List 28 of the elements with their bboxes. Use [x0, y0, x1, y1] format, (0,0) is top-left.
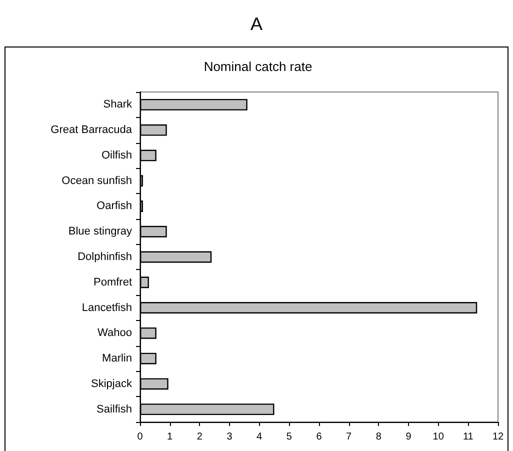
- y-tick-label: Oarfish: [96, 200, 132, 212]
- x-tick-label: 2: [196, 432, 203, 442]
- x-tick-label: 4: [256, 432, 263, 442]
- chart-subtitle: Nominal catch rate: [204, 59, 312, 74]
- x-tick-label: 11: [462, 432, 474, 442]
- y-tick-label: Sailfish: [96, 403, 132, 416]
- y-tick-label: Lancetfish: [82, 302, 132, 314]
- x-tick-label: 5: [286, 432, 292, 442]
- y-tick-label: Pomfret: [93, 276, 132, 288]
- x-tick-label: 7: [346, 432, 352, 442]
- y-tick-label: Ocean sunfish: [62, 174, 132, 187]
- y-tick-label: Marlin: [102, 352, 132, 365]
- x-tick-label: 8: [376, 432, 382, 442]
- y-tick-label: Skipjack: [91, 378, 132, 390]
- x-tick-label: 12: [492, 432, 504, 442]
- x-tick-label: 10: [432, 432, 444, 442]
- y-tick-label: Blue stingray: [68, 226, 132, 238]
- chart-title: A: [250, 14, 263, 34]
- x-tick-label: 1: [167, 432, 174, 442]
- x-tick-label: 9: [406, 432, 412, 442]
- x-tick-label: 3: [226, 432, 233, 442]
- y-tick-label: Shark: [103, 98, 132, 111]
- y-tick-label: Wahoo: [98, 327, 132, 340]
- y-tick-label: Great Barracuda: [50, 124, 133, 136]
- x-tick-label: 6: [316, 432, 322, 442]
- y-tick-label: Dolphinfish: [78, 251, 132, 263]
- x-tick-label: 0: [137, 432, 144, 442]
- y-tick-label: Oilfish: [101, 149, 132, 162]
